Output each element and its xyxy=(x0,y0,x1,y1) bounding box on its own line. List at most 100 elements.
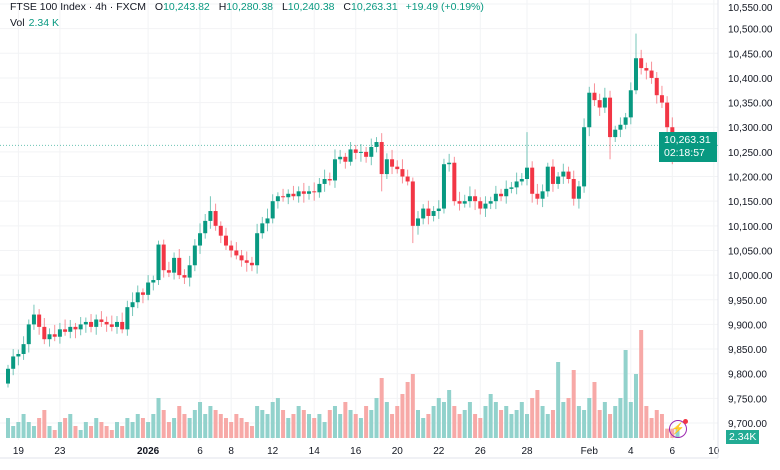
candle-body xyxy=(644,68,649,71)
x-tick-label: 20 xyxy=(392,446,404,457)
volume-bar xyxy=(405,382,410,438)
volume-bar xyxy=(130,422,135,438)
ohlc-legend: FTSE 100 Index · 4h · FXCM O10,243.82 H1… xyxy=(10,1,484,13)
volume-bar xyxy=(99,422,104,438)
volume-bar xyxy=(426,414,431,438)
volume-bar xyxy=(120,426,125,438)
candle-body xyxy=(654,77,659,96)
volume-bar xyxy=(462,410,467,438)
candle-body xyxy=(426,208,431,216)
volume-bar xyxy=(198,402,203,438)
candle-body xyxy=(78,324,83,330)
volume-bar xyxy=(156,398,161,438)
volume-bar xyxy=(42,410,47,438)
volume-bar xyxy=(338,414,343,438)
x-tick-label: 2026 xyxy=(137,446,160,457)
candle-body xyxy=(436,208,441,212)
candle-body xyxy=(68,326,73,332)
y-tick-label: 9,800.00 xyxy=(728,370,767,381)
candle-body xyxy=(478,201,483,209)
candle-body xyxy=(31,314,36,325)
volume-bar xyxy=(57,422,62,438)
volume-bar xyxy=(213,410,218,438)
volume-bar xyxy=(140,418,145,438)
candle-body xyxy=(239,255,244,261)
candle-body xyxy=(57,329,62,337)
volume-bar xyxy=(327,410,332,438)
volume-bar xyxy=(519,402,524,438)
candle-body xyxy=(488,201,493,204)
candle-body xyxy=(473,196,478,202)
low-value: 10,240.38 xyxy=(287,1,335,13)
x-tick-label: 8 xyxy=(228,446,234,457)
candle-body xyxy=(260,223,265,234)
candle-body xyxy=(52,334,57,337)
volume-bar xyxy=(166,422,171,438)
x-tick-label: 23 xyxy=(54,446,66,457)
candle-body xyxy=(255,233,260,266)
candle-body xyxy=(649,70,654,78)
x-tick-label: 28 xyxy=(521,446,533,457)
volume-bar xyxy=(493,402,498,438)
x-tick-label: 6 xyxy=(670,446,676,457)
candle-body xyxy=(296,191,301,197)
volume-bar xyxy=(447,390,452,438)
volume-bar xyxy=(26,422,31,438)
volume-bar xyxy=(192,410,197,438)
candle-body xyxy=(441,164,446,209)
y-tick-label: 9,850.00 xyxy=(728,345,767,356)
volume-bar xyxy=(275,398,280,438)
volume-bar xyxy=(270,402,275,438)
candle-body xyxy=(462,201,467,204)
symbol-title[interactable]: FTSE 100 Index · 4h · FXCM xyxy=(10,1,146,13)
volume-bar xyxy=(223,418,228,438)
volume-bar xyxy=(94,418,99,438)
candle-body xyxy=(120,321,125,330)
candle-body xyxy=(369,146,374,157)
candle-body xyxy=(561,171,566,177)
candle-body xyxy=(156,244,161,281)
candle-body xyxy=(307,191,312,194)
candle-body xyxy=(21,344,26,354)
candle-body xyxy=(6,368,10,384)
candle-body xyxy=(187,265,192,278)
candle-body xyxy=(416,218,421,226)
candle-body xyxy=(146,282,151,295)
volume-label: Vol xyxy=(10,17,25,29)
volume-bar xyxy=(390,414,395,438)
volume-bar xyxy=(665,428,670,438)
volume-bar xyxy=(6,418,10,438)
candle-body xyxy=(405,176,410,182)
y-tick-label: 10,150.00 xyxy=(728,197,773,208)
volume-bar xyxy=(483,406,488,438)
candle-body xyxy=(213,211,218,226)
candle-body xyxy=(343,156,348,162)
candle-body xyxy=(597,100,602,108)
volume-bar xyxy=(312,418,317,438)
lightning-icon[interactable]: ⚡ xyxy=(669,419,688,438)
candle-body xyxy=(198,233,203,246)
volume-bar xyxy=(239,418,244,438)
candle-body xyxy=(312,191,317,193)
candle-body xyxy=(447,162,452,165)
volume-bar xyxy=(16,422,21,438)
volume-bar xyxy=(203,414,208,438)
volume-bar xyxy=(332,406,337,438)
candle-body xyxy=(104,321,109,325)
y-tick-label: 10,550.00 xyxy=(728,3,773,14)
y-tick-label: 10,050.00 xyxy=(728,246,773,257)
candle-body xyxy=(109,324,114,327)
candle-body xyxy=(73,326,78,330)
candle-body xyxy=(400,169,405,177)
candle-body xyxy=(566,171,571,179)
candle-body xyxy=(410,181,415,226)
candle-body xyxy=(332,159,337,181)
candle-body xyxy=(499,193,504,197)
candle-body xyxy=(618,124,623,130)
candle-body xyxy=(249,262,254,266)
x-tick-label: 12 xyxy=(267,446,279,457)
volume-bar xyxy=(478,418,483,438)
y-tick-label: 10,300.00 xyxy=(728,123,773,134)
x-tick-label: 16 xyxy=(350,446,362,457)
